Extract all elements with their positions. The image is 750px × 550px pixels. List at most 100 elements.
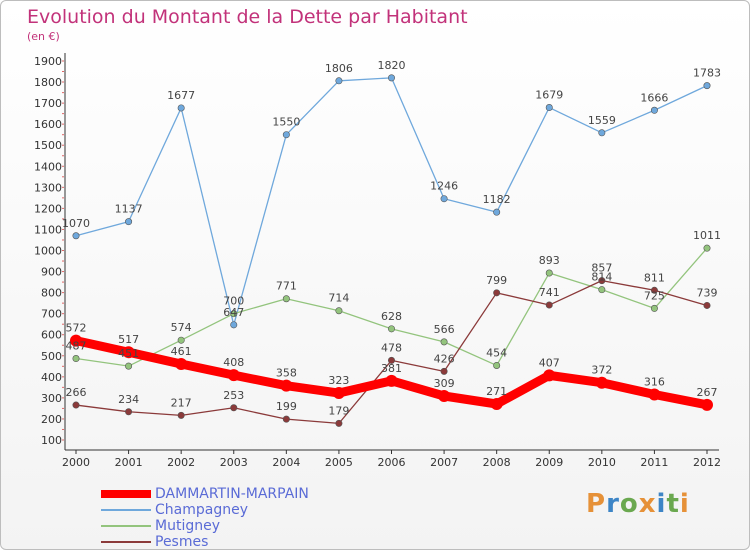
legend-swatch [101, 541, 151, 543]
data-point [650, 286, 658, 294]
data-label: 271 [486, 385, 507, 398]
data-point [125, 218, 133, 226]
x-tick-label: 2001 [115, 456, 143, 469]
data-point [230, 321, 238, 329]
legend-item: Champagney [101, 502, 309, 518]
data-point [72, 401, 80, 409]
y-tick-label: 900 [41, 266, 62, 279]
data-point [598, 286, 606, 294]
data-label: 799 [486, 274, 507, 287]
y-tick-label: 1700 [34, 97, 62, 110]
data-point [122, 346, 135, 359]
legend-label: Pesmes [155, 534, 209, 550]
y-tick-label: 700 [41, 308, 62, 321]
data-point [493, 361, 501, 369]
proxiti-logo: Proxiti [586, 489, 690, 519]
data-label: 1820 [378, 59, 406, 72]
data-label: 316 [644, 376, 665, 389]
data-point [703, 82, 711, 90]
data-label: 857 [591, 262, 612, 275]
data-point [438, 389, 451, 402]
data-point [650, 106, 658, 114]
data-label: 199 [276, 400, 297, 413]
data-label: 811 [644, 271, 665, 284]
y-tick-label: 1500 [34, 139, 62, 152]
data-label: 739 [697, 286, 718, 299]
legend-swatch [101, 509, 151, 511]
data-label: 647 [223, 306, 244, 319]
logo-letter: P [586, 489, 607, 519]
legend-label: Champagney [155, 502, 248, 518]
chart-legend: DAMMARTIN-MARPAIN Champagney Mutigney Pesme… [101, 486, 309, 550]
data-label: 771 [276, 280, 297, 293]
x-tick-label: 2003 [220, 456, 248, 469]
data-point [545, 269, 553, 277]
data-label: 461 [171, 345, 192, 358]
data-label: 725 [644, 289, 665, 302]
y-tick-label: 1200 [34, 202, 62, 215]
data-label: 426 [434, 352, 455, 365]
y-tick-label: 1800 [34, 76, 62, 89]
data-point [598, 129, 606, 137]
data-point [703, 301, 711, 309]
data-point [701, 398, 713, 411]
data-point [125, 408, 133, 416]
data-label: 381 [381, 362, 402, 375]
logo-letter: t [666, 489, 680, 519]
x-tick-label: 2002 [167, 456, 195, 469]
x-tick-label: 2000 [62, 456, 90, 469]
x-tick-label: 2004 [272, 456, 300, 469]
data-label: 566 [434, 323, 455, 336]
data-label: 814 [591, 271, 612, 284]
data-point [648, 388, 661, 401]
legend-label: DAMMARTIN-MARPAIN [155, 486, 309, 502]
data-point [72, 355, 80, 363]
y-tick-label: 600 [41, 329, 62, 342]
x-tick-label: 2011 [640, 456, 668, 469]
data-label: 628 [381, 310, 402, 323]
y-tick-label: 1100 [34, 223, 62, 236]
y-tick-label: 100 [41, 434, 62, 447]
data-label: 217 [171, 396, 192, 409]
data-label: 1679 [535, 89, 563, 102]
data-point [440, 367, 448, 375]
data-point [543, 369, 556, 382]
data-point [335, 307, 343, 315]
data-label: 408 [223, 356, 244, 369]
data-point [230, 404, 238, 412]
data-label: 1783 [693, 67, 721, 80]
y-tick-label: 300 [41, 392, 62, 405]
y-tick-label: 1300 [34, 181, 62, 194]
data-point [177, 336, 185, 344]
data-point [227, 369, 240, 382]
y-tick-label: 1400 [34, 160, 62, 173]
data-label: 572 [66, 322, 87, 335]
data-label: 517 [118, 333, 139, 346]
data-point [385, 374, 398, 387]
legend-item: Mutigney [101, 518, 309, 534]
logo-letter: x [638, 489, 657, 519]
data-label: 1677 [167, 89, 195, 102]
data-point [175, 357, 188, 370]
data-label: 1182 [483, 193, 511, 206]
data-point [70, 334, 82, 347]
data-label: 700 [223, 295, 244, 308]
data-label: 1011 [693, 229, 721, 242]
data-point [598, 277, 606, 285]
data-label: 267 [697, 386, 718, 399]
data-label: 234 [118, 393, 139, 406]
data-point [282, 295, 290, 303]
y-tick-label: 1900 [34, 55, 62, 68]
data-label: 253 [223, 389, 244, 402]
data-label: 714 [328, 292, 349, 305]
data-point [493, 208, 501, 216]
data-label: 1806 [325, 62, 353, 75]
data-point [282, 131, 290, 139]
data-label: 1246 [430, 180, 458, 193]
chart-unit-label: (en €) [27, 30, 60, 43]
data-label: 1070 [62, 217, 90, 230]
y-tick-label: 500 [41, 350, 62, 363]
data-point [282, 415, 290, 423]
legend-swatch [101, 490, 151, 498]
